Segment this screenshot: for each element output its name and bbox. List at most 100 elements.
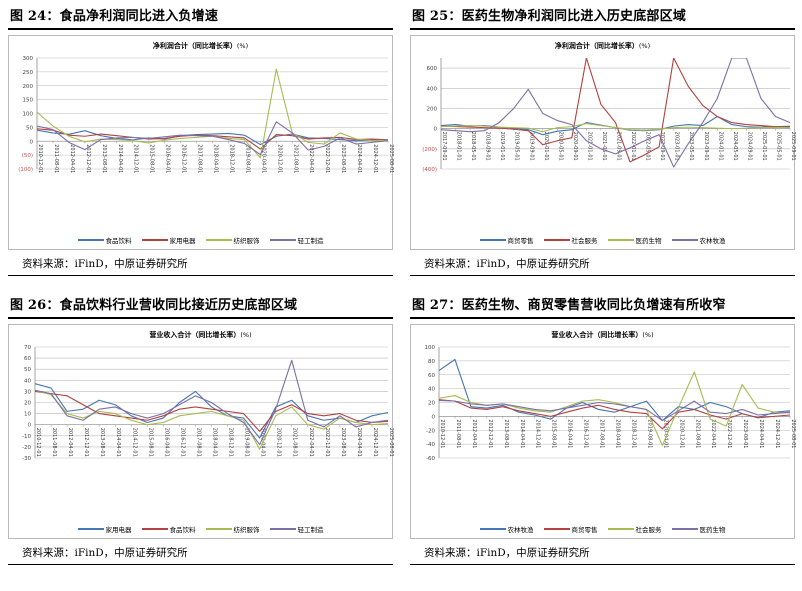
x-axis-tick-label: 2016-04-01 (165, 144, 171, 173)
x-axis-tick-label: 2010-12-01 (439, 419, 445, 448)
x-axis-tick-label: 2012-04-01 (471, 419, 477, 448)
legend-item: 医药生物 (607, 235, 662, 245)
legend-swatch-icon (141, 528, 168, 530)
legend-label: 轻工制造 (297, 526, 324, 534)
chart-container-25: 净利润合计（同比增长率）(%) 600 400 200 0 (200) (400) 2017… (410, 35, 796, 250)
legend-label: 家用电器 (169, 237, 196, 245)
legend-swatch-icon (607, 528, 634, 530)
legend-label: 医药生物 (635, 237, 662, 245)
series-line (441, 58, 790, 163)
legend-label: 轻工制造 (297, 237, 324, 245)
legend-swatch-icon (141, 239, 168, 241)
legend-item: 家用电器 (141, 235, 196, 245)
y-axis-tick-label: (200) (422, 147, 437, 153)
x-axis-tick-label: 2021-08-01 (694, 419, 700, 448)
y-axis-tick-label: 200 (427, 106, 438, 112)
y-axis-tick-label: 20 (428, 401, 435, 407)
y-axis-tick-label: (50) (22, 153, 33, 159)
x-axis-tick-label: 2022-04-01 (710, 419, 716, 448)
x-axis-tick-label: 2025-08-01 (790, 419, 796, 448)
x-axis-tick-label: 2020-12-01 (276, 144, 282, 173)
y-axis-tick-label: -30 (22, 456, 31, 462)
chart-subtitle-26: 营业收入合计（同比增长率）(%) (9, 330, 392, 340)
y-axis-tick-label: 150 (23, 98, 34, 104)
chart-subtitle-text-27: 营业收入合计（同比增长率） (551, 331, 643, 339)
legend-item: 轻工制造 (269, 524, 324, 534)
legend-item: 轻工制造 (269, 235, 324, 245)
source-note-25: 资料来源：iFinD，中原证券研究所 (424, 258, 590, 270)
legend-swatch-icon (607, 239, 634, 241)
x-axis-tick-label: 2025-05-01 (775, 132, 781, 161)
legend-item: 纺织服饰 (205, 524, 260, 534)
x-axis-tick-label: 2015-08-01 (149, 144, 155, 173)
x-axis-tick-label: 2022-12-01 (726, 419, 732, 448)
y-axis-tick-label: 100 (23, 112, 34, 118)
source-divider-26 (8, 564, 393, 565)
x-axis-tick-label: 2025-09-01 (790, 132, 796, 161)
legend-label: 商贸零售 (571, 526, 598, 534)
series-line (441, 123, 790, 133)
x-axis-tick-label: 2024-05-01 (732, 132, 738, 161)
source-divider-24 (8, 275, 393, 276)
plot-area-27: 100 80 60 40 20 0 -20 -40 -60 2010-12-01 2011-08-0… (411, 341, 797, 506)
series-line (441, 58, 790, 168)
legend-item: 商贸零售 (543, 524, 598, 534)
x-axis-tick-label: 2025-08-01 (388, 428, 394, 457)
x-axis-tick-label: 2024-01-01 (717, 132, 723, 161)
series-line (439, 399, 790, 422)
y-axis-tick-label: 70 (24, 345, 31, 351)
x-axis-tick-label: 2022-12-01 (324, 428, 330, 457)
y-axis-tick-label: 20 (24, 401, 31, 407)
x-axis-tick-label: 2014-04-01 (117, 144, 123, 173)
series-line (35, 389, 388, 450)
x-axis-tick-label: 2022-04-01 (308, 144, 314, 173)
chart-subtitle-27: 营业收入合计（同比增长率）(%) (411, 330, 794, 340)
legend-label: 纺织服饰 (233, 526, 260, 534)
legend-swatch-icon (479, 239, 506, 241)
x-axis-tick-label: 2018-05-01 (470, 132, 476, 161)
y-axis-tick-label: 300 (23, 56, 34, 62)
x-axis-tick-label: 2018-04-01 (615, 419, 621, 448)
x-axis-tick-label: 2017-08-01 (195, 428, 201, 457)
chart-subtitle-text-25: 净利润合计（同比增长率） (554, 42, 639, 50)
x-axis-tick-label: 2025-08-01 (388, 144, 394, 173)
x-axis-tick-label: 2010-12-01 (37, 144, 43, 173)
x-axis-tick-label: 2016-04-01 (567, 419, 573, 448)
x-axis-tick-label: 2016-12-01 (181, 144, 187, 173)
x-axis-tick-label: 2018-12-01 (228, 428, 234, 457)
y-axis-tick-label: 40 (24, 378, 31, 384)
x-axis-tick-label: 2024-04-01 (356, 428, 362, 457)
chart-subtitle-unit-27: (%) (642, 331, 654, 339)
y-axis-tick-label: 60 (428, 373, 435, 379)
series-line (439, 358, 790, 422)
x-axis-tick-label: 2021-08-01 (292, 428, 298, 457)
x-axis-tick-label: 2013-08-01 (99, 428, 105, 457)
x-axis-tick-label: 2021-05-01 (601, 132, 607, 161)
x-axis-tick-label: 2023-08-01 (340, 144, 346, 173)
legend-item: 农林牧渔 (671, 235, 726, 245)
x-axis-tick-label: 2019-01-01 (499, 132, 505, 161)
chart-subtitle-text-24: 净利润合计（同比增长率） (152, 42, 237, 50)
chart-container-26: 营业收入合计（同比增长率）(%) 70 60 50 40 30 20 10 0 -10 -20 -3… (8, 324, 394, 539)
x-axis-tick-label: 2022-12-01 (324, 144, 330, 173)
figure-panel-24: 图 24：食品净利润同比进入负增速 净利润合计（同比增长率）(%) 300 250… (8, 8, 394, 276)
legend-label: 食品饮料 (105, 237, 132, 245)
chart-subtitle-unit-25: (%) (638, 42, 651, 50)
x-axis-tick-label: 2021-09-01 (616, 132, 622, 161)
x-axis-tick-label: 2022-04-01 (308, 428, 314, 457)
chart-container-24: 净利润合计（同比增长率）(%) 300 250 200 150 100 50 0 (50) (1… (8, 35, 394, 250)
source-divider-27 (410, 564, 795, 565)
y-axis-tick-label: (100) (18, 167, 33, 173)
y-axis-tick-label: (400) (422, 167, 437, 173)
title-divider-26 (8, 317, 393, 319)
x-axis-tick-label: 2023-05-01 (688, 132, 694, 161)
y-axis-tick-label: -20 (426, 428, 435, 434)
chart-legend-26: 家用电器 食品饮料 纺织服饰 轻工制造 (9, 524, 392, 534)
x-axis-tick-label: 2015-08-01 (147, 428, 153, 457)
x-axis-tick-label: 2019-08-01 (244, 428, 250, 457)
legend-item: 商贸零售 (479, 235, 534, 245)
x-axis-tick-label: 2020-04-01 (662, 419, 668, 448)
x-axis-tick-label: 2017-08-01 (599, 419, 605, 448)
line-chart-27: 100 80 60 40 20 0 -20 -40 -60 2010-12-01 2011-08-0… (425, 345, 797, 462)
x-axis-tick-label: 2011-08-01 (51, 428, 57, 457)
